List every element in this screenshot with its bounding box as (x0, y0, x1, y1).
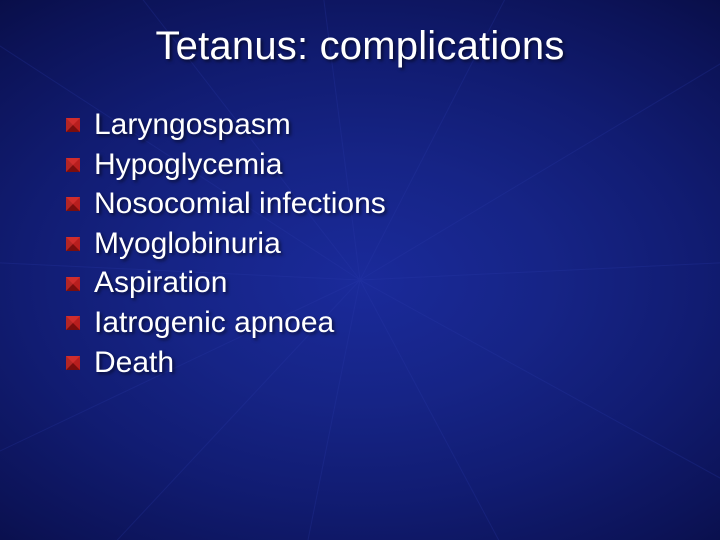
list-item: Iatrogenic apnoea (66, 303, 720, 343)
list-item-label: Hypoglycemia (94, 148, 282, 181)
complications-list: Laryngospasm Hypoglycemia Nosocomial infec… (0, 105, 720, 382)
list-item-label: Nosocomial infections (94, 187, 386, 220)
list-item: Death (66, 343, 720, 383)
list-item: Myoglobinuria (66, 224, 720, 264)
bullet-icon (66, 118, 80, 132)
list-item: Laryngospasm (66, 105, 720, 145)
list-item-label: Death (94, 346, 174, 379)
list-item-label: Laryngospasm (94, 108, 291, 141)
list-item-label: Aspiration (94, 266, 227, 299)
list-item-label: Myoglobinuria (94, 227, 281, 260)
list-item-label: Iatrogenic apnoea (94, 306, 334, 339)
slide: Tetanus: complications Laryngospasm Hypog… (0, 0, 720, 540)
list-item: Aspiration (66, 263, 720, 303)
list-item: Hypoglycemia (66, 145, 720, 185)
slide-title: Tetanus: complications (0, 24, 720, 69)
bullet-icon (66, 356, 80, 370)
bullet-icon (66, 277, 80, 291)
bullet-icon (66, 237, 80, 251)
bullet-icon (66, 316, 80, 330)
bullet-icon (66, 158, 80, 172)
list-item: Nosocomial infections (66, 184, 720, 224)
bullet-icon (66, 197, 80, 211)
